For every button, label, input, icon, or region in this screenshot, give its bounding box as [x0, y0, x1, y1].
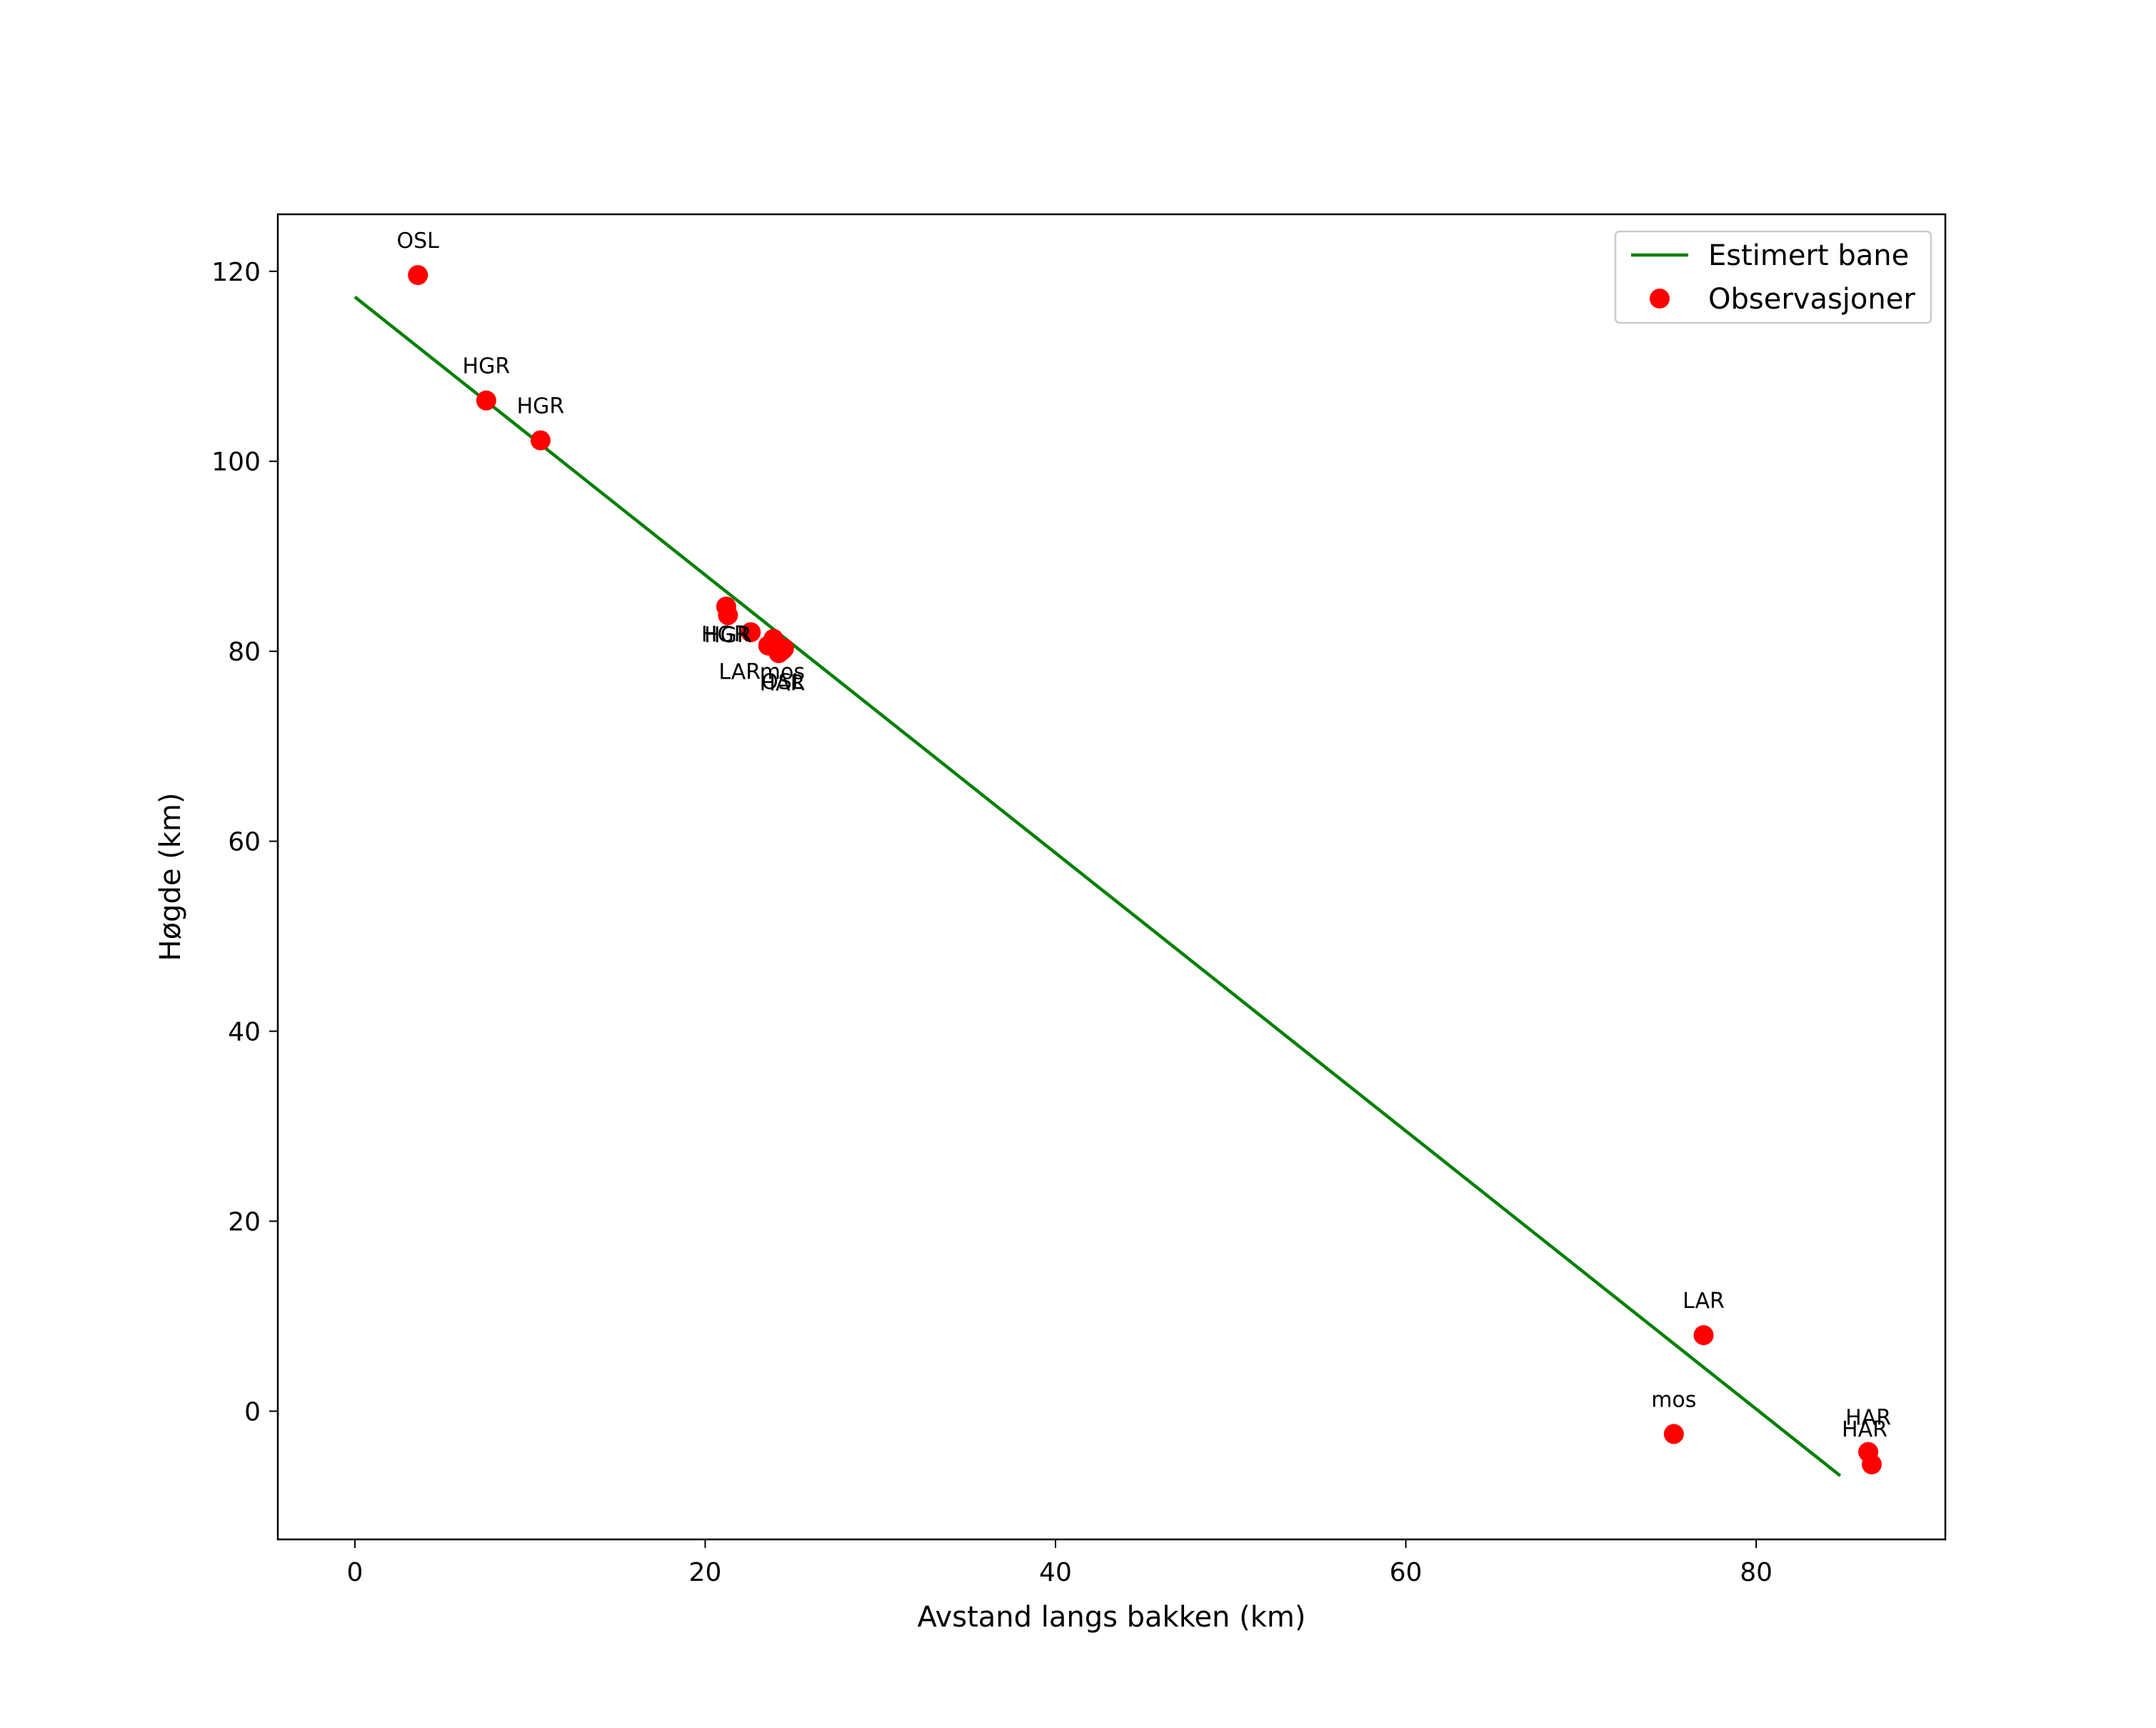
observation-point-label: HAR	[1845, 1406, 1891, 1431]
observation-point	[530, 430, 551, 451]
y-tick-label: 40	[228, 1018, 261, 1047]
observation-point-label: HGR	[463, 354, 511, 379]
observation-point-label: HGR	[704, 623, 752, 648]
observation-point-label: HAR	[1842, 1417, 1887, 1442]
x-tick-label: 80	[1740, 1558, 1773, 1587]
x-axis-ticks: 0 20 40 60 80	[346, 1539, 1773, 1587]
observation-point-label: LAR	[718, 660, 761, 685]
observation-point	[773, 638, 794, 659]
legend-dot-swatch	[1650, 289, 1670, 309]
observation-point	[1663, 1424, 1684, 1444]
observation-point-label: OSL	[397, 229, 440, 254]
observation-point	[1861, 1454, 1882, 1474]
trajectory-line	[354, 295, 1842, 1477]
y-axis-label: Høgde (km)	[154, 793, 187, 962]
legend-box	[1614, 230, 1932, 324]
y-tick-label: 60	[228, 828, 261, 857]
y-tick-label: 0	[244, 1397, 261, 1427]
x-tick-label: 20	[689, 1558, 722, 1587]
y-tick-label: 20	[228, 1208, 261, 1237]
observation-points-group	[408, 265, 1882, 1474]
observation-point	[408, 265, 428, 286]
plot-area-frame	[276, 213, 1947, 1541]
observation-point	[476, 390, 496, 411]
observation-point	[1693, 1325, 1714, 1346]
y-tick-label: 120	[211, 258, 261, 287]
x-tick-label: 40	[1039, 1558, 1072, 1587]
legend: Estimert bane Observasjoner	[1614, 230, 1932, 324]
x-tick-label: 0	[346, 1558, 363, 1587]
observation-point-label: mos	[760, 659, 805, 684]
observation-point-label: HAR	[760, 671, 806, 696]
observation-point-label: HGR	[517, 394, 565, 419]
observation-point-label: OSL	[761, 670, 804, 695]
legend-entry-estimert-bane: Estimert bane	[1708, 239, 1909, 272]
x-axis-label: Avstand langs bakken (km)	[918, 1601, 1306, 1634]
y-axis-ticks: 0 20 40 60 80 100 120	[211, 258, 278, 1427]
x-tick-label: 60	[1390, 1558, 1423, 1587]
legend-entry-observasjoner: Observasjoner	[1708, 283, 1915, 316]
trajectory-line-group	[354, 295, 1842, 1477]
observation-point	[718, 605, 738, 626]
observation-point-label: mos	[1651, 1387, 1696, 1412]
y-tick-label: 80	[228, 638, 261, 667]
observation-point	[741, 622, 761, 643]
observation-point-label: LAR	[1683, 1289, 1725, 1314]
observation-point-label: HGR	[701, 622, 749, 647]
y-tick-label: 100	[211, 448, 261, 477]
